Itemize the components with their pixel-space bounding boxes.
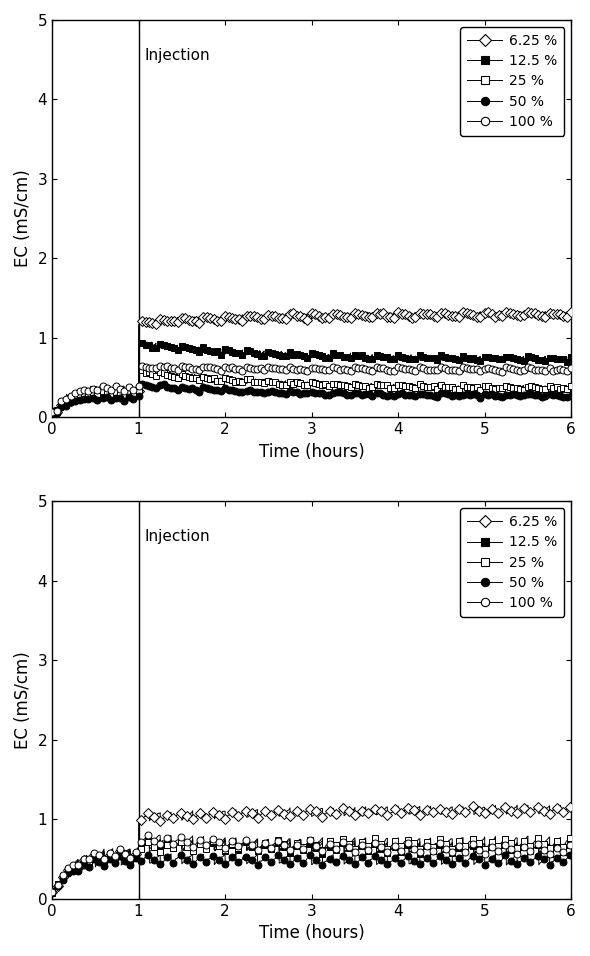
Text: Injection: Injection — [145, 48, 210, 63]
Legend: 6.25 %, 12.5 %, 25 %, 50 %, 100 %: 6.25 %, 12.5 %, 25 %, 50 %, 100 % — [460, 27, 564, 136]
Y-axis label: EC (mS/cm): EC (mS/cm) — [14, 651, 32, 749]
X-axis label: Time (hours): Time (hours) — [259, 924, 365, 942]
Text: Injection: Injection — [145, 530, 210, 544]
Y-axis label: EC (mS/cm): EC (mS/cm) — [14, 169, 32, 268]
Legend: 6.25 %, 12.5 %, 25 %, 50 %, 100 %: 6.25 %, 12.5 %, 25 %, 50 %, 100 % — [460, 509, 564, 618]
X-axis label: Time (hours): Time (hours) — [259, 443, 365, 461]
